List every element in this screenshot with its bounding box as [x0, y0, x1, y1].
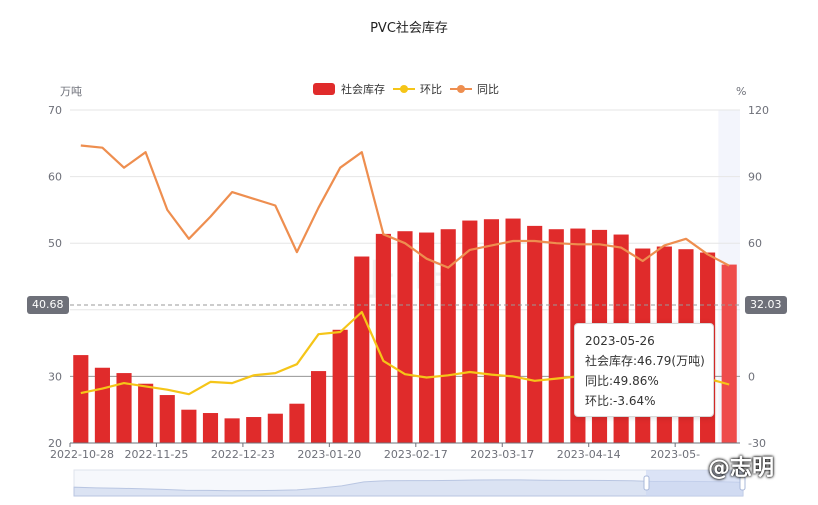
bar-inventory	[483, 219, 500, 443]
chart-tooltip: 2023-05-26 社会库存:46.79(万吨) 同比:49.86% 环比:-…	[574, 323, 714, 417]
legend-label: 同比	[477, 83, 499, 96]
x-tick-label: 2023-04-14	[557, 448, 621, 461]
bar-inventory	[397, 231, 413, 443]
bar-inventory	[94, 367, 110, 443]
bar-inventory	[116, 373, 132, 443]
x-tick-label: 2022-12-23	[211, 448, 275, 461]
y-left-tick-label: 20	[48, 437, 62, 450]
y-right-tick-label: 120	[748, 104, 769, 117]
y-right-tick-label: -30	[748, 437, 766, 450]
legend-label: 社会库存	[341, 82, 385, 96]
y-left-tick-label: 60	[48, 171, 62, 184]
y-right-unit: %	[736, 85, 746, 98]
bar-inventory	[310, 371, 327, 443]
bar-inventory	[159, 395, 175, 443]
legend-marker	[400, 85, 408, 93]
y-right-tick-label: 90	[748, 171, 762, 184]
bar-inventory	[246, 417, 262, 443]
bar-inventory	[224, 418, 240, 443]
zoom-selected-window	[646, 470, 743, 496]
bar-inventory	[375, 233, 391, 443]
bar-inventory	[721, 264, 737, 443]
bar-inventory	[419, 232, 435, 443]
bar-inventory	[462, 220, 478, 443]
x-tick-label: 2023-01-20	[297, 448, 361, 461]
bar-inventory	[354, 256, 370, 443]
bar-inventory	[202, 413, 219, 443]
legend-label: 环比	[420, 83, 442, 96]
x-tick-label: 2022-11-25	[124, 448, 188, 461]
bar-inventory	[548, 229, 564, 443]
crosshair-right-value: 32.03	[745, 296, 787, 314]
bar-inventory	[267, 413, 283, 443]
y-right-tick-label: 60	[748, 237, 762, 250]
tooltip-line-inventory: 社会库存:46.79(万吨)	[585, 354, 705, 368]
chart-title: PVC社会库存	[370, 21, 448, 36]
crosshair-left-value: 40.68	[27, 296, 69, 314]
bar-inventory	[73, 355, 89, 443]
bar-inventory	[138, 383, 154, 443]
legend-marker	[457, 85, 465, 93]
zoom-handle-left[interactable]	[643, 475, 650, 491]
bar-inventory	[332, 329, 348, 443]
y-left-tick-label: 70	[48, 104, 62, 117]
y-left-unit: 万吨	[60, 85, 82, 98]
x-tick-label: 2023-05-	[650, 448, 700, 461]
line-yoy	[80, 144, 730, 269]
tooltip-date: 2023-05-26	[585, 334, 655, 348]
y-left-tick-label: 50	[48, 237, 62, 250]
tooltip-line-mom: 环比:-3.64%	[585, 394, 656, 408]
bar-inventory	[181, 409, 197, 443]
tooltip-line-yoy: 同比:49.86%	[585, 374, 659, 388]
x-tick-label: 2023-03-17	[470, 448, 534, 461]
x-tick-label: 2023-02-17	[384, 448, 448, 461]
bar-inventory	[527, 225, 543, 443]
bar-inventory	[505, 218, 521, 443]
bar-inventory	[289, 403, 305, 443]
bar-inventory	[440, 229, 456, 443]
zoom-handle-right[interactable]	[739, 475, 746, 491]
legend-swatch-inventory	[313, 83, 335, 95]
x-tick-label: 2022-10-28	[50, 448, 114, 461]
y-left-tick-label: 30	[48, 370, 62, 383]
author-watermark: @志明	[708, 456, 775, 481]
y-right-tick-label: 0	[748, 370, 755, 383]
